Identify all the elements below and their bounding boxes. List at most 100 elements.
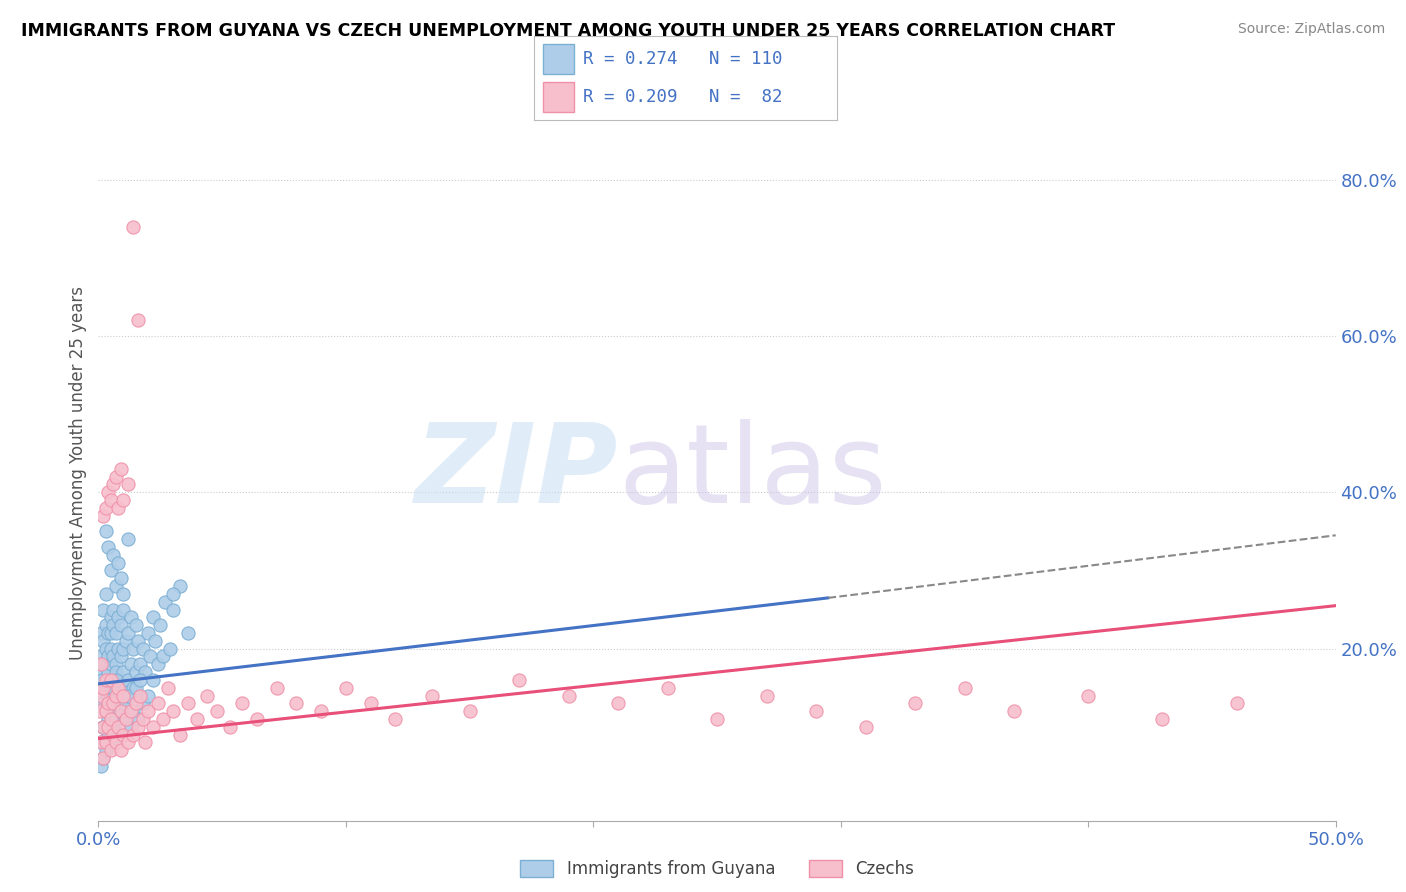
Point bbox=[110, 571, 132, 585]
Text: ZIP: ZIP bbox=[415, 419, 619, 526]
Point bbox=[132, 712, 155, 726]
Point bbox=[607, 697, 630, 711]
Point bbox=[104, 626, 127, 640]
Point bbox=[142, 720, 165, 734]
Point bbox=[110, 649, 132, 664]
Point bbox=[110, 704, 132, 718]
Point bbox=[103, 697, 125, 711]
Point bbox=[90, 689, 112, 703]
Point bbox=[97, 485, 120, 500]
Point bbox=[117, 477, 139, 491]
Point bbox=[107, 610, 129, 624]
Point bbox=[94, 704, 117, 718]
Point bbox=[129, 689, 152, 703]
Point bbox=[100, 610, 122, 624]
Point bbox=[152, 649, 174, 664]
Point bbox=[112, 689, 135, 703]
Text: R = 0.274   N = 110: R = 0.274 N = 110 bbox=[582, 50, 782, 68]
Point bbox=[104, 579, 127, 593]
Point bbox=[94, 524, 117, 539]
Point bbox=[122, 219, 145, 234]
Point bbox=[112, 665, 135, 679]
Point bbox=[94, 641, 117, 656]
Point bbox=[176, 697, 198, 711]
Point bbox=[508, 673, 530, 687]
Point bbox=[127, 689, 149, 703]
Point bbox=[103, 602, 125, 616]
Point bbox=[231, 697, 253, 711]
Point bbox=[100, 641, 122, 656]
Point bbox=[152, 712, 174, 726]
Point bbox=[90, 689, 112, 703]
Point bbox=[93, 633, 115, 648]
Point bbox=[162, 704, 184, 718]
Bar bbox=[543, 82, 574, 112]
Point bbox=[97, 697, 120, 711]
Point bbox=[169, 728, 191, 742]
Point bbox=[112, 587, 135, 601]
Point bbox=[93, 697, 115, 711]
Point bbox=[100, 673, 122, 687]
Point bbox=[176, 626, 198, 640]
Point bbox=[122, 728, 145, 742]
Point bbox=[104, 657, 127, 672]
Point bbox=[94, 704, 117, 718]
Point bbox=[706, 712, 728, 726]
Point bbox=[90, 735, 112, 749]
Point bbox=[159, 641, 181, 656]
Point bbox=[103, 720, 125, 734]
Point bbox=[112, 641, 135, 656]
Point bbox=[422, 689, 444, 703]
Point bbox=[97, 540, 120, 554]
Point bbox=[107, 704, 129, 718]
Point bbox=[104, 469, 127, 483]
Point bbox=[94, 735, 117, 749]
Point bbox=[107, 697, 129, 711]
Point bbox=[1152, 712, 1174, 726]
Point bbox=[103, 720, 125, 734]
Point bbox=[104, 665, 127, 679]
Point bbox=[110, 462, 132, 476]
Point bbox=[804, 704, 827, 718]
Point bbox=[90, 759, 112, 773]
Point bbox=[94, 673, 117, 687]
Point bbox=[110, 728, 132, 742]
Point bbox=[117, 689, 139, 703]
Point bbox=[134, 735, 156, 749]
Point bbox=[100, 712, 122, 726]
Point bbox=[93, 720, 115, 734]
Point bbox=[122, 704, 145, 718]
Point bbox=[195, 689, 218, 703]
Point bbox=[93, 602, 115, 616]
Point bbox=[149, 618, 172, 632]
Point bbox=[657, 681, 679, 695]
Point bbox=[132, 697, 155, 711]
Point bbox=[1077, 689, 1099, 703]
Point bbox=[218, 720, 240, 734]
Point bbox=[97, 649, 120, 664]
Point bbox=[97, 697, 120, 711]
Text: R = 0.209   N =  82: R = 0.209 N = 82 bbox=[582, 88, 782, 106]
Point bbox=[142, 673, 165, 687]
Point bbox=[100, 657, 122, 672]
Point bbox=[458, 704, 481, 718]
Point bbox=[855, 720, 877, 734]
Point bbox=[93, 751, 115, 765]
Point bbox=[97, 689, 120, 703]
Point bbox=[755, 689, 778, 703]
Point bbox=[122, 641, 145, 656]
Point bbox=[953, 681, 976, 695]
Point bbox=[266, 681, 288, 695]
Point bbox=[360, 697, 382, 711]
Point bbox=[104, 712, 127, 726]
Point bbox=[107, 556, 129, 570]
Point bbox=[124, 665, 146, 679]
Point bbox=[162, 602, 184, 616]
Point bbox=[205, 704, 228, 718]
Point bbox=[103, 477, 125, 491]
Point bbox=[112, 697, 135, 711]
Point bbox=[120, 720, 142, 734]
Point bbox=[557, 689, 579, 703]
Point bbox=[112, 681, 135, 695]
Point bbox=[100, 689, 122, 703]
